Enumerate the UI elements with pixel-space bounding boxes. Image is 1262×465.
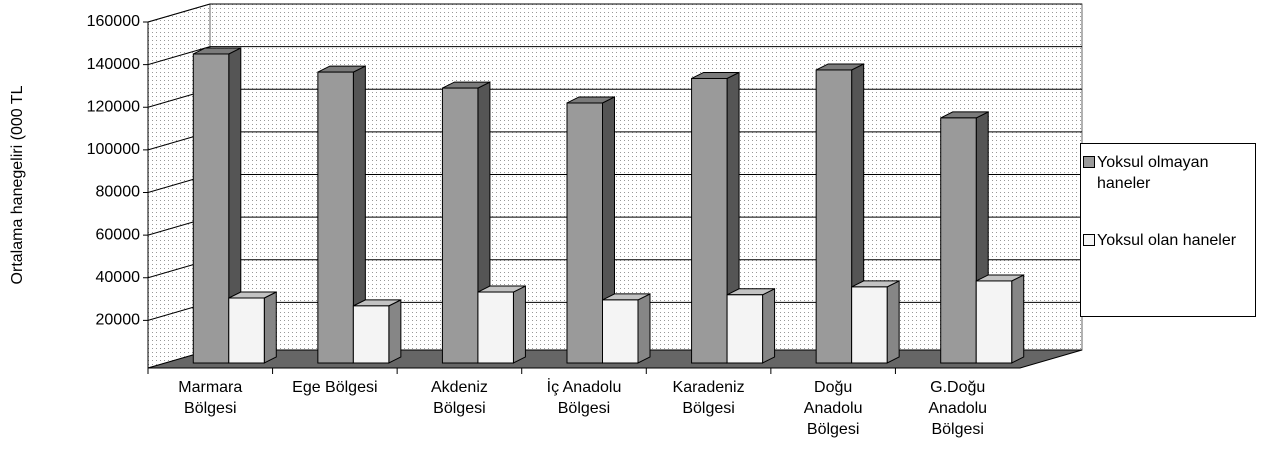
x-tick-label: Karadeniz Bölgesi xyxy=(672,379,745,417)
y-tick-label: 80000 xyxy=(96,184,141,201)
y-tick-label: 60000 xyxy=(96,226,141,243)
x-tick-label: Ege Bölgesi xyxy=(292,379,378,396)
bar xyxy=(815,69,853,364)
y-tick-label: 160000 xyxy=(87,13,140,30)
bar xyxy=(441,87,479,364)
bar xyxy=(726,294,764,364)
bar xyxy=(352,305,390,364)
bar xyxy=(477,291,514,364)
bar-side xyxy=(1011,274,1025,364)
bar-side xyxy=(263,291,277,364)
y-tick-label: 100000 xyxy=(87,141,140,158)
bar-side xyxy=(388,299,402,364)
bar xyxy=(602,299,639,364)
bar xyxy=(192,53,230,364)
legend-swatch xyxy=(1083,156,1095,168)
x-tick-label: İç Anadolu Bölgesi xyxy=(546,379,622,417)
bar xyxy=(228,297,265,364)
bar-side xyxy=(762,287,776,364)
bar xyxy=(975,280,1013,364)
bar-side xyxy=(886,280,900,364)
bar-side xyxy=(637,293,651,364)
legend: Yoksul olmayan haneler Yoksul olan hanele… xyxy=(1080,143,1256,317)
y-tick-label: 140000 xyxy=(87,56,140,73)
bar xyxy=(317,71,354,364)
bar xyxy=(691,77,728,364)
legend-item: Yoksul olmayan haneler xyxy=(1083,152,1247,194)
y-tick-label: 40000 xyxy=(96,269,141,286)
legend-label: Yoksul olan haneler xyxy=(1097,232,1237,249)
grid-line xyxy=(147,3,211,23)
legend-item: Yoksul olan haneler xyxy=(1083,230,1247,251)
legend-swatch xyxy=(1083,234,1095,246)
x-tick-label: Doğu Anadolu Bölgesi xyxy=(803,379,863,438)
y-tick-label: 20000 xyxy=(96,312,141,329)
x-tick-label: Akdeniz Bölgesi xyxy=(430,379,488,417)
bar xyxy=(940,117,977,364)
legend-label: Yoksul olmayan haneler xyxy=(1097,154,1209,192)
bar xyxy=(851,286,888,364)
grid-line xyxy=(147,46,211,66)
bar xyxy=(566,102,603,364)
x-tick-label: Marmara Bölgesi xyxy=(178,379,243,417)
bar-side xyxy=(512,285,526,364)
x-tick-label: G.Doğu Anadolu Bölgesi xyxy=(928,379,988,438)
y-axis-title: Ortalama hanegeliri (000 TL xyxy=(9,85,26,284)
y-tick-label: 120000 xyxy=(87,98,140,115)
